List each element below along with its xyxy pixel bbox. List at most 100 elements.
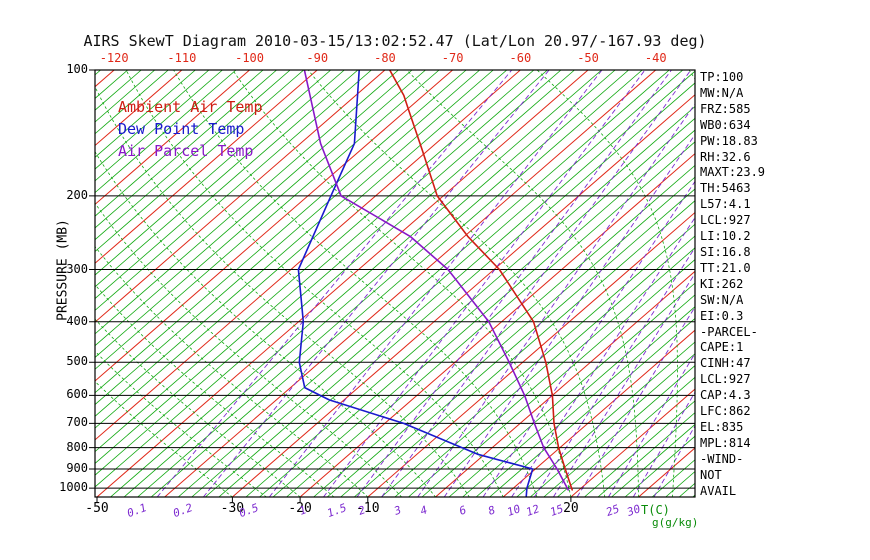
isotherm-line [95, 70, 332, 276]
legend-air-parcel-temp: Air Parcel Temp [118, 142, 254, 160]
top-axis-label: -50 [577, 51, 599, 65]
isotherm-major-line [95, 70, 250, 206]
moist-adiabat-line [95, 350, 267, 497]
side-panel-line: MPL:814 [700, 435, 751, 450]
moist-adiabat-line [95, 150, 436, 497]
top-axis-label: -70 [441, 51, 464, 65]
isotherm-line [259, 117, 695, 497]
bottom-temp-label: -30 [220, 501, 245, 516]
top-axis-label: -120 [99, 51, 129, 65]
isotherm-line [95, 70, 440, 370]
isotherm-line [597, 412, 695, 497]
ambient-air-temp-curve [388, 70, 574, 491]
side-panel-line: AVAIL [700, 483, 737, 498]
isotherm-line [340, 188, 695, 497]
side-panel-line: EI:0.3 [700, 308, 744, 323]
isotherm-line [110, 70, 602, 497]
side-panel-line: KI:262 [700, 276, 744, 291]
isotherm-line [665, 470, 695, 497]
mixing-ratio-unit-label: g(g/kg) [652, 516, 699, 529]
side-panel-line: -PARCEL- [700, 324, 758, 339]
side-panel-line: RH:32.6 [700, 149, 751, 164]
mixing-ratio-line [323, 70, 646, 497]
side-panel-line: LCL:927 [700, 372, 751, 387]
moist-adiabat-line [95, 202, 403, 497]
legend-dew-point-temp: Dew Point Temp [118, 120, 245, 138]
dew-point-temp-curve [297, 70, 534, 497]
temp-unit-label: T(C) [641, 503, 670, 517]
air-parcel-temp-curve [303, 70, 570, 491]
moist-adiabat-line [406, 70, 639, 497]
isotherm-line [381, 223, 695, 497]
side-panel-line: FRZ:585 [700, 101, 751, 116]
legend: Ambient Air Temp Dew Point Temp Air Parc… [118, 96, 263, 162]
isotherm-major-line [570, 388, 695, 497]
side-panel-line: MW:N/A [700, 85, 744, 100]
top-axis-label: -110 [167, 51, 197, 65]
side-panel-line: LCL:927 [700, 213, 751, 228]
isotherm-line [95, 70, 426, 358]
pressure-tick-label: 600 [66, 387, 88, 402]
pressure-tick-label: 200 [66, 187, 88, 202]
isotherm-line [95, 70, 237, 194]
isotherm-line [95, 70, 345, 288]
isotherm-line [95, 70, 277, 229]
isotherm-line [543, 365, 695, 497]
isotherm-line [95, 70, 372, 311]
side-panel-line: CINH:47 [700, 356, 751, 371]
isotherm-line [421, 259, 695, 497]
side-panel-line: PW:18.83 [700, 133, 758, 148]
isotherm-major-line [95, 70, 521, 441]
isotherm-line [272, 129, 695, 497]
isotherm-major-line [435, 270, 695, 497]
mixing-ratio-line [482, 180, 695, 497]
isotherm-line [95, 70, 359, 300]
isotherm-line [95, 70, 480, 406]
plot-area [95, 70, 695, 497]
mixing-ratio-line [552, 272, 695, 497]
isotherm-line [95, 70, 548, 464]
moist-adiabat-line [536, 70, 678, 497]
side-panel-line: CAPE:1 [700, 340, 744, 355]
isotherm-line [489, 317, 695, 497]
moist-adiabat-line [173, 70, 538, 497]
bottom-temp-label: -20 [288, 501, 312, 516]
isotherm-line [245, 105, 695, 497]
side-panel-line: -WIND- [700, 451, 744, 466]
mixing-ratio-line [443, 133, 695, 497]
mixing-ratio-line [417, 103, 695, 497]
mixing-ratio-line [576, 306, 695, 497]
isotherm-line [95, 70, 413, 347]
isotherm-line [286, 141, 695, 497]
side-panel-line: CAP:4.3 [700, 388, 751, 403]
moist-adiabat-line [307, 70, 606, 497]
isotherm-line [516, 341, 695, 497]
isotherm-major-line [232, 94, 695, 497]
isotherm-line [205, 70, 695, 497]
mixing-ratio-line [534, 246, 695, 497]
moist-adiabat-line [95, 245, 369, 497]
isotherm-line [557, 376, 695, 497]
pressure-tick-label: 500 [66, 354, 88, 369]
isotherm-major-line [299, 152, 695, 497]
isotherm-line [95, 70, 264, 217]
isotherm-major-line [164, 70, 657, 497]
side-panel-line: EL:835 [700, 419, 744, 434]
side-panel-line: LFC:862 [700, 404, 751, 419]
mixing-ratio-line [608, 352, 695, 497]
side-panel-line: MAXT:23.9 [700, 165, 766, 180]
pressure-tick-label: 400 [66, 313, 88, 328]
moist-adiabat-line [95, 318, 301, 497]
isotherm-line [150, 70, 643, 497]
isotherm-line [313, 164, 695, 497]
isotherm-line [95, 70, 210, 170]
isotherm-major-line [95, 70, 386, 323]
chart-title: AIRS SkewT Diagram 2010-03-15/13:02:52.4… [83, 32, 707, 50]
top-axis-label: -90 [306, 51, 329, 65]
pressure-tick-label: 900 [66, 461, 88, 475]
isotherm-line [95, 70, 291, 241]
isotherm-major-line [367, 211, 695, 497]
side-panel-line: TP:100 [700, 70, 744, 84]
isotherm-line [584, 400, 695, 497]
